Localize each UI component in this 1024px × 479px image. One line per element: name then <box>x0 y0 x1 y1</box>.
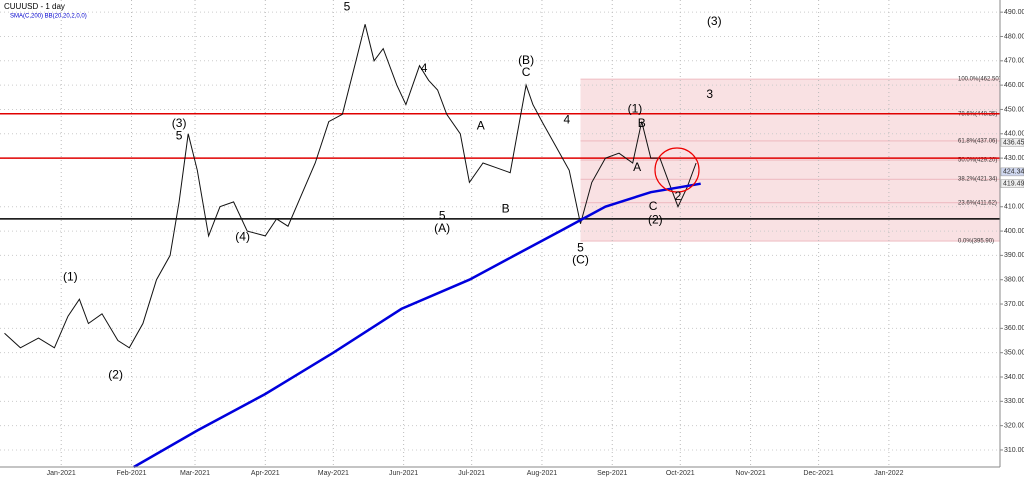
wave-label: 3 <box>706 87 713 101</box>
y-tick-label: 370.00 <box>1004 301 1024 308</box>
wave-label: (B) <box>518 53 534 67</box>
wave-label: C <box>649 199 658 213</box>
wave-label: 4 <box>564 112 571 126</box>
y-tick-label: 480.00 <box>1004 33 1024 40</box>
y-tick-label: 410.00 <box>1004 204 1024 211</box>
y-tick-label: 310.00 <box>1004 447 1024 454</box>
y-tick-label: 360.00 <box>1004 325 1024 332</box>
indicator-legend: SMA(C,200) BB(20,20,2,0,0) <box>10 14 87 20</box>
wave-label: B <box>638 116 646 130</box>
price-tag <box>1000 138 1024 147</box>
wave-label: A <box>633 160 641 174</box>
y-tick-label: 340.00 <box>1004 374 1024 381</box>
fib-label: 100.0%(462.50) <box>958 77 1001 83</box>
wave-label: 5 <box>344 0 351 13</box>
price-tag <box>1000 167 1024 177</box>
y-tick-label: 430.00 <box>1004 155 1024 162</box>
wave-label: (2) <box>648 212 663 226</box>
wave-label: (1) <box>63 269 78 283</box>
y-tick-label: 390.00 <box>1004 252 1024 259</box>
fib-label: 0.0%(395.90) <box>958 239 994 245</box>
y-tick-label: 490.00 <box>1004 9 1024 16</box>
x-tick-label: May-2021 <box>318 470 349 477</box>
highlight-circle <box>654 147 700 193</box>
wave-label: B <box>502 201 510 215</box>
x-tick-label: Jun-2021 <box>389 470 418 477</box>
y-tick-label: 450.00 <box>1004 106 1024 113</box>
wave-label: (A) <box>434 221 450 235</box>
fib-label: 50.0%(429.20) <box>958 158 997 164</box>
chart-title: CUUUSD - 1 day <box>4 2 65 11</box>
series-line <box>133 182 701 469</box>
x-tick-label: Dec-2021 <box>803 470 833 477</box>
wave-label: 4 <box>421 61 428 75</box>
wave-label: 5 <box>439 209 446 223</box>
x-tick-label: Mar-2021 <box>180 470 210 477</box>
x-tick-label: Jan-2021 <box>47 470 76 477</box>
price-tag <box>1000 179 1024 188</box>
wave-label: (C) <box>572 252 589 266</box>
price-tag-label: 419.49 <box>1003 181 1024 188</box>
wave-label: (1) <box>628 102 643 116</box>
wave-label: (4) <box>235 229 250 243</box>
y-tick-label: 320.00 <box>1004 422 1024 429</box>
x-tick-label: Apr-2021 <box>251 470 280 477</box>
wave-label: (2) <box>108 367 123 381</box>
y-tick-label: 440.00 <box>1004 131 1024 138</box>
x-tick-label: Oct-2021 <box>666 470 695 477</box>
wave-label: 5 <box>577 240 584 254</box>
y-tick-label: 380.00 <box>1004 277 1024 284</box>
wave-label: 2 <box>675 189 682 203</box>
fib-label: 38.2%(421.34) <box>958 177 997 183</box>
price-tag-label: 436.45 <box>1003 139 1024 146</box>
y-tick-label: 400.00 <box>1004 228 1024 235</box>
y-tick-label: 350.00 <box>1004 350 1024 357</box>
wave-label: A <box>477 119 485 133</box>
series-line <box>4 24 697 349</box>
price-tag-label: 424.34 <box>1003 169 1024 176</box>
y-tick-label: 330.00 <box>1004 398 1024 405</box>
y-tick-label: 470.00 <box>1004 58 1024 65</box>
wave-label: C <box>522 65 531 79</box>
x-tick-label: Feb-2021 <box>117 470 147 477</box>
fib-label: 23.6%(411.62) <box>958 200 997 206</box>
wave-label: 5 <box>176 128 183 142</box>
x-tick-label: Jan-2022 <box>874 470 903 477</box>
x-tick-label: Aug-2021 <box>527 470 557 477</box>
wave-label: (3) <box>707 14 722 28</box>
x-tick-label: Sep-2021 <box>597 470 627 477</box>
fib-label: 61.8%(437.06) <box>958 139 997 145</box>
y-tick-label: 460.00 <box>1004 82 1024 89</box>
x-tick-label: Jul-2021 <box>458 470 485 477</box>
wave-label: (3) <box>172 116 187 130</box>
x-tick-label: Nov-2021 <box>735 470 765 477</box>
